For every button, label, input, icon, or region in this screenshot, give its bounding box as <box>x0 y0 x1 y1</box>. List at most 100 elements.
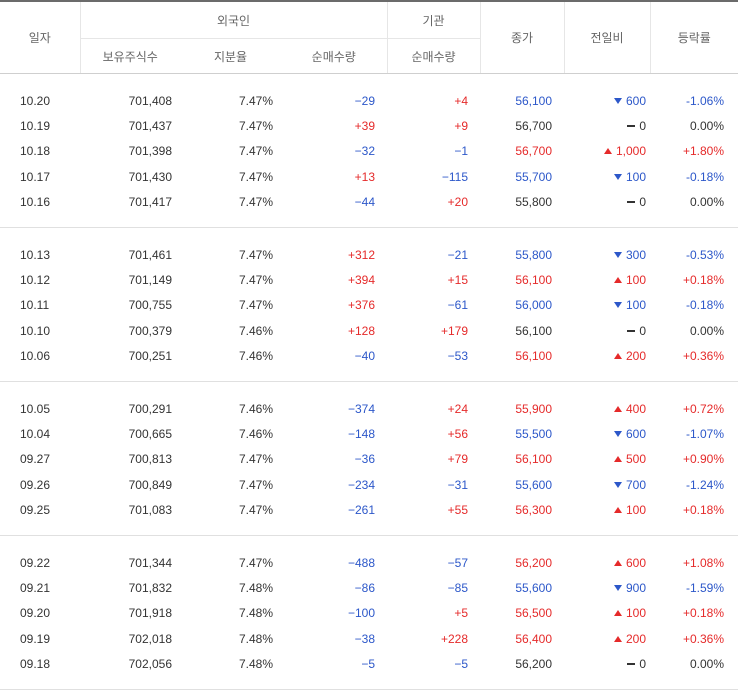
cell-change: 300 <box>564 242 650 267</box>
cell-holdings: 701,430 <box>128 169 172 184</box>
table-row: 09.25 701,083 7.47% −261 +55 56,300 100 +0.18% <box>0 497 738 522</box>
cell-close: 56,300 <box>515 503 553 518</box>
cell-change: 200 <box>564 626 650 651</box>
cell-change: 100 <box>564 164 650 189</box>
cell-change-value: 700 <box>626 477 647 492</box>
cell-close: 56,100 <box>515 452 553 467</box>
cell-change-value: 600 <box>626 555 647 570</box>
cell-change-value: 200 <box>626 349 647 364</box>
cell-ratio: 7.47% <box>238 273 273 288</box>
group-divider <box>0 368 738 382</box>
cell-ratio: 7.46% <box>238 349 273 364</box>
cell-close: 55,700 <box>515 169 553 184</box>
cell-holdings: 701,832 <box>128 580 172 595</box>
cell-holdings: 701,918 <box>128 606 172 621</box>
col-inst-net-header: 순매수량 <box>386 38 481 73</box>
col-change-header: 전일비 <box>563 1 651 73</box>
cell-change-value: 600 <box>626 93 647 108</box>
table-row: 10.11 700,755 7.47% +376 −61 56,000 100 -0.18% <box>0 293 738 318</box>
cell-change-value: 300 <box>626 247 647 262</box>
cell-ratio: 7.47% <box>238 119 273 134</box>
group-divider <box>0 522 738 536</box>
cell-date: 10.06 <box>20 349 51 364</box>
cell-change-value: 100 <box>626 169 647 184</box>
cell-inst-net: −31 <box>447 477 469 492</box>
col-foreign-header: 외국인 <box>79 1 388 39</box>
cell-change: 200 <box>564 344 650 369</box>
cell-date: 10.18 <box>20 144 51 159</box>
cell-close: 56,000 <box>515 298 553 313</box>
cell-rate: 0.00% <box>690 657 725 672</box>
cell-rate: 0.00% <box>690 195 725 210</box>
table-row: 10.17 701,430 7.47% +13 −115 55,700 100 -0.18% <box>0 164 738 189</box>
cell-holdings: 701,083 <box>128 503 172 518</box>
table-row: 10.10 700,379 7.46% +128 +179 56,100 0 0.00% <box>0 318 738 343</box>
cell-rate: +0.90% <box>682 452 725 467</box>
cell-foreign-net: +13 <box>354 169 376 184</box>
cell-change: 100 <box>564 293 650 318</box>
cell-change-value: 200 <box>626 631 647 646</box>
table-row: 09.27 700,813 7.47% −36 +79 56,100 500 +0.90% <box>0 447 738 472</box>
cell-change: 0 <box>564 190 650 215</box>
cell-rate: -1.07% <box>686 426 725 441</box>
cell-holdings: 700,251 <box>128 349 172 364</box>
cell-date: 09.26 <box>20 477 51 492</box>
col-holdings-header: 보유주식수 <box>79 38 180 73</box>
table-row: 10.18 701,398 7.47% −32 −1 56,700 1,000 +1.80% <box>0 139 738 164</box>
cell-close: 55,800 <box>515 195 553 210</box>
cell-change-value: 0 <box>639 323 647 338</box>
up-triangle-icon <box>614 559 622 566</box>
cell-date: 10.13 <box>20 247 51 262</box>
cell-holdings: 701,344 <box>128 555 172 570</box>
cell-ratio: 7.47% <box>238 298 273 313</box>
cell-date: 09.19 <box>20 631 51 646</box>
cell-ratio: 7.46% <box>238 401 273 416</box>
table-row: 09.18 702,056 7.48% −5 −5 56,200 0 0.00% <box>0 651 738 676</box>
cell-change: 100 <box>564 601 650 626</box>
cell-inst-net: +20 <box>447 195 469 210</box>
unchanged-dash-icon <box>627 201 636 204</box>
cell-change-value: 600 <box>626 426 647 441</box>
cell-foreign-net: −234 <box>348 477 376 492</box>
cell-change-value: 1,000 <box>616 144 647 159</box>
cell-foreign-net: −44 <box>354 195 376 210</box>
cell-change: 600 <box>564 550 650 575</box>
cell-holdings: 701,149 <box>128 273 172 288</box>
cell-date: 10.05 <box>20 401 51 416</box>
cell-change-value: 100 <box>626 503 647 518</box>
cell-foreign-net: −36 <box>354 452 376 467</box>
cell-rate: +1.08% <box>682 555 725 570</box>
unchanged-dash-icon <box>627 663 636 666</box>
up-triangle-icon <box>614 277 622 284</box>
down-triangle-icon <box>614 430 622 437</box>
cell-foreign-net: −86 <box>354 580 376 595</box>
group-spacer <box>0 535 738 550</box>
cell-rate: +0.72% <box>682 401 725 416</box>
cell-close: 56,200 <box>515 555 553 570</box>
cell-close: 56,100 <box>515 93 553 108</box>
cell-inst-net: −115 <box>441 169 469 184</box>
cell-inst-net: −61 <box>447 298 469 313</box>
cell-date: 10.16 <box>20 195 51 210</box>
cell-change: 600 <box>564 421 650 446</box>
cell-date: 10.11 <box>20 298 50 313</box>
cell-change: 0 <box>564 318 650 343</box>
col-date-header: 일자 <box>0 1 80 73</box>
cell-close: 56,100 <box>515 349 553 364</box>
cell-date: 10.17 <box>20 169 51 184</box>
cell-change: 600 <box>564 88 650 113</box>
group-divider <box>0 214 738 228</box>
cell-close: 56,100 <box>515 323 553 338</box>
cell-ratio: 7.47% <box>238 169 273 184</box>
cell-date: 09.20 <box>20 606 51 621</box>
cell-inst-net: −85 <box>447 580 469 595</box>
cell-close: 56,700 <box>515 144 553 159</box>
cell-inst-net: +4 <box>454 93 469 108</box>
cell-rate: +0.36% <box>682 631 725 646</box>
cell-holdings: 702,056 <box>128 657 172 672</box>
cell-foreign-net: −40 <box>354 349 376 364</box>
cell-foreign-net: −488 <box>348 555 376 570</box>
cell-ratio: 7.48% <box>238 580 273 595</box>
